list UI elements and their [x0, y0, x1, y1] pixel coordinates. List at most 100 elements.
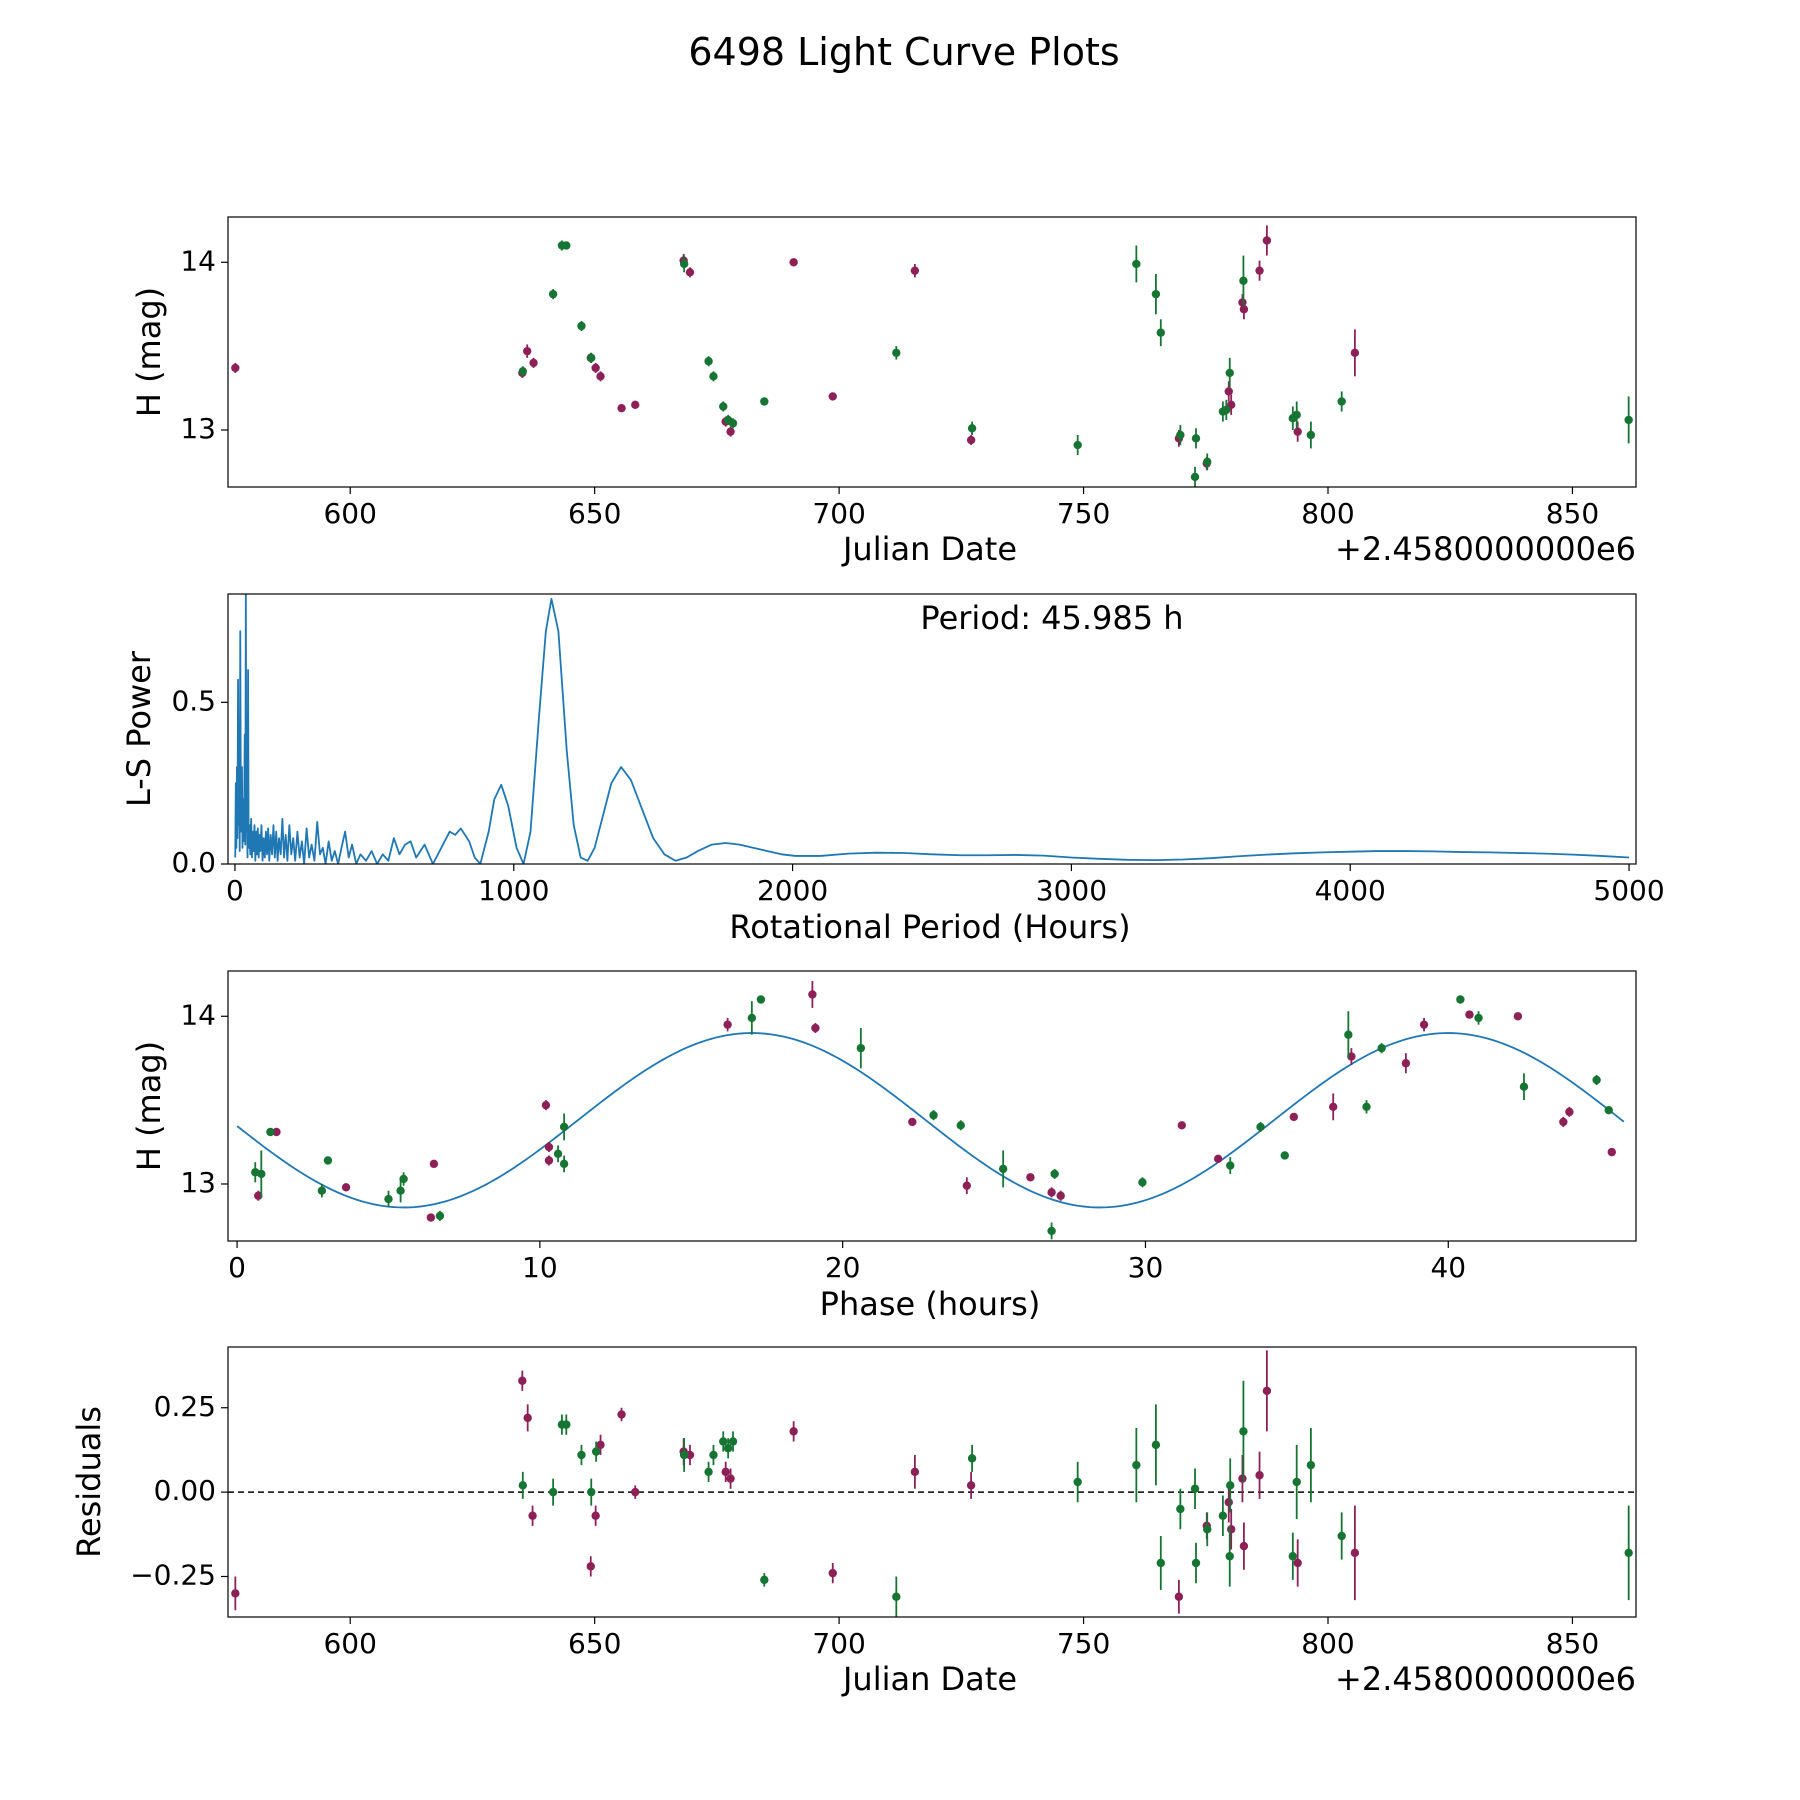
lc-x-tick-label: 850: [1546, 497, 1599, 530]
data-point: [1289, 1112, 1299, 1122]
residuals-panel: 600 650 700 750 800 850 −0.25 0.00 0.25 Julian D…: [70, 1346, 1637, 1698]
data-point: [967, 1454, 977, 1463]
data-point: [577, 1450, 586, 1460]
data-point: [962, 1181, 972, 1190]
res-x-tick-label: 850: [1546, 1627, 1599, 1660]
data-point: [1047, 1188, 1056, 1197]
data-point: [709, 1450, 718, 1460]
data-point: [1255, 266, 1264, 275]
lc-x-tick-label: 800: [1301, 497, 1354, 530]
data-point: [1177, 1121, 1187, 1130]
data-point: [728, 419, 738, 428]
data-point: [317, 1186, 327, 1195]
data-point: [1073, 440, 1082, 450]
phase-frame: [227, 970, 1637, 1242]
data-point: [719, 402, 728, 411]
data-point: [617, 1410, 626, 1419]
res-x-tick-label: 600: [323, 1627, 376, 1660]
data-point: [1624, 415, 1633, 425]
data-point: [553, 1149, 563, 1158]
data-point: [591, 363, 600, 373]
lc-y-tick-label: 14: [180, 244, 216, 277]
ph-x-tick-label: 0: [228, 1251, 246, 1284]
data-point: [811, 1023, 820, 1033]
ls-x-tick-label: 3000: [1036, 874, 1107, 907]
data-point: [719, 1437, 728, 1446]
data-point: [1350, 348, 1360, 358]
phase-x-label: Phase (hours): [820, 1285, 1041, 1323]
data-point: [726, 427, 735, 436]
data-point: [685, 268, 695, 277]
phase-y-label: H (mag): [130, 1041, 168, 1171]
data-point: [1604, 1105, 1613, 1115]
period-annotation: Period: 45.985 h: [920, 599, 1183, 637]
data-point: [1132, 259, 1141, 269]
residuals-offset-text: +2.4580000000e6: [1335, 1660, 1636, 1698]
data-point: [721, 1467, 730, 1477]
ph-series_b: [251, 995, 1613, 1240]
data-point: [1224, 387, 1233, 396]
data-point: [1519, 1082, 1529, 1091]
data-point: [1607, 1147, 1616, 1157]
data-point: [760, 397, 769, 406]
data-point: [523, 1413, 532, 1423]
data-point: [747, 1013, 757, 1023]
phase-model-curve: [236, 1032, 1625, 1209]
data-point: [541, 1100, 551, 1110]
data-point: [399, 1174, 408, 1184]
light-curve-x-label: Julian Date: [841, 530, 1017, 568]
periodogram-y-label: L-S Power: [120, 650, 158, 807]
data-point: [1190, 1484, 1200, 1493]
data-point: [1047, 1226, 1056, 1236]
data-point: [967, 424, 977, 433]
data-point: [544, 1156, 554, 1165]
data-point: [257, 1169, 266, 1179]
res-x-tick-label: 750: [1057, 1627, 1110, 1660]
data-point: [518, 1481, 527, 1490]
periodogram-frame: [227, 593, 1637, 865]
data-point: [1156, 1558, 1166, 1568]
data-point: [1256, 1122, 1265, 1132]
ph-x-tick-label: 40: [1430, 1251, 1466, 1284]
data-point: [548, 289, 558, 299]
data-point: [631, 1487, 640, 1497]
data-point: [1238, 1474, 1247, 1483]
data-point: [1176, 430, 1185, 440]
data-point: [528, 1511, 537, 1520]
data-point: [1419, 1020, 1429, 1029]
data-point: [1227, 1525, 1236, 1534]
data-point: [1559, 1117, 1568, 1127]
data-point: [266, 1127, 275, 1137]
light-curve-offset-text: +2.4580000000e6: [1335, 530, 1636, 568]
data-point: [586, 1562, 595, 1571]
data-point: [856, 1043, 866, 1053]
data-point: [908, 1117, 917, 1127]
data-point: [1401, 1059, 1411, 1068]
data-point: [591, 1447, 601, 1456]
data-point: [1151, 289, 1161, 299]
data-point: [1239, 305, 1249, 314]
data-point: [1474, 1013, 1483, 1023]
data-point: [562, 1420, 571, 1429]
light-curve-y-label: H (mag): [130, 287, 168, 417]
ls-x-tick-label: 0: [226, 874, 244, 907]
data-point: [323, 1156, 333, 1165]
data-point: [1226, 1481, 1235, 1490]
data-point: [1239, 276, 1248, 285]
data-point: [1280, 1151, 1289, 1160]
data-point: [828, 392, 837, 401]
lc-x-tick-label: 600: [323, 497, 376, 530]
data-point: [1293, 427, 1302, 436]
data-point: [1190, 472, 1200, 482]
data-point: [1073, 1477, 1082, 1487]
data-point: [1465, 1010, 1474, 1019]
data-point: [1350, 1548, 1360, 1558]
data-point: [789, 1427, 798, 1436]
data-point: [1132, 1460, 1141, 1470]
data-point: [956, 1121, 965, 1130]
data-point: [1213, 1154, 1223, 1164]
ph-x-tick-label: 10: [522, 1251, 558, 1284]
data-point: [789, 258, 798, 267]
data-point: [756, 995, 766, 1004]
